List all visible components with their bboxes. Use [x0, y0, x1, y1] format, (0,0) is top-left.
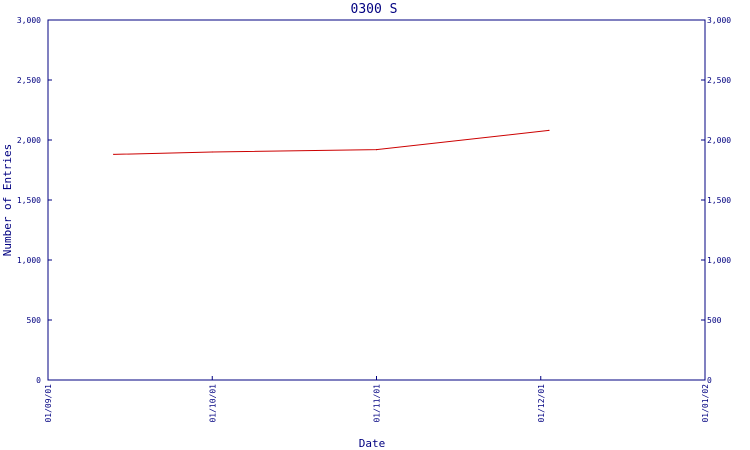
- data-point: [113, 153, 115, 155]
- y-tick-label-right: 3,000: [707, 16, 731, 25]
- y-tick-label-left: 0: [36, 376, 41, 385]
- data-point: [375, 149, 378, 151]
- x-tick-label: 01/10/01: [208, 384, 217, 423]
- series-line-0: [113, 129, 550, 155]
- y-axis-label: Number of Entries: [1, 144, 14, 257]
- y-tick-label-left: 2,500: [17, 76, 41, 85]
- y-tick-label-right: 0: [707, 376, 712, 385]
- y-axis-left: 0 500 1,000 1,500 2,000 2,500 3,000: [17, 16, 52, 385]
- series-group: [113, 129, 550, 155]
- x-tick-label: 01/09/01: [44, 384, 53, 423]
- y-tick-label-left: 1,000: [17, 256, 41, 265]
- data-point: [548, 129, 550, 131]
- x-tick-label: 01/01/02: [701, 384, 710, 423]
- y-tick-label-right: 1,500: [707, 196, 731, 205]
- y-tick-label-left: 500: [27, 316, 42, 325]
- x-tick-label: 01/11/01: [373, 384, 382, 423]
- x-axis: 01/09/01 01/10/01 01/11/01 01/12/01 01/01/02: [44, 376, 710, 423]
- x-axis-label: Date: [359, 437, 386, 450]
- y-tick-label-left: 3,000: [17, 16, 41, 25]
- data-point: [211, 151, 213, 153]
- y-tick-label-right: 500: [707, 316, 722, 325]
- y-axis-right: 0 500 1,000 1,500 2,000 2,500 3,000: [701, 16, 731, 385]
- y-tick-label-right: 2,500: [707, 76, 731, 85]
- plot-area: [47, 19, 706, 381]
- x-tick-label: 01/12/01: [537, 384, 546, 423]
- y-tick-label-left: 2,000: [17, 136, 41, 145]
- y-tick-label-right: 2,000: [707, 136, 731, 145]
- y-tick-label-left: 1,500: [17, 196, 41, 205]
- y-tick-label-right: 1,000: [707, 256, 731, 265]
- chart-title: 0300 S: [351, 2, 398, 17]
